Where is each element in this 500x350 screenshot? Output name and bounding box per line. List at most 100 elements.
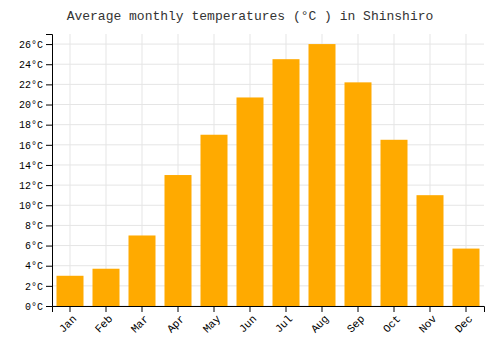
grid-line — [52, 185, 484, 186]
tick-label: Jun — [237, 313, 259, 335]
y-tick: 14°C — [19, 161, 52, 172]
tick-mark — [70, 306, 71, 312]
y-tick: 8°C — [25, 221, 52, 232]
x-axis: JanFebMarAprMayJunJulAugSepOctNovDec — [53, 306, 485, 335]
x-tick: Mar — [129, 306, 151, 335]
x-tick: May — [201, 306, 224, 335]
tick-mark — [358, 306, 359, 312]
tick-label: 18°C — [19, 120, 43, 131]
grid-line — [52, 84, 484, 85]
tick-label: 0°C — [25, 302, 43, 313]
tick-mark — [178, 306, 179, 312]
tick-mark — [322, 306, 323, 312]
tick-mark — [46, 105, 52, 106]
y-tick: 12°C — [19, 181, 52, 192]
tick-label: Jul — [273, 313, 295, 335]
tick-label: 8°C — [25, 221, 43, 232]
x-tick: Dec — [453, 306, 475, 335]
y-axis: 0°C 2°C 4°C 6°C 8°C 10°C 12°C 14°C 16°C 18°C 20°C 2… — [19, 35, 53, 313]
y-tick: 26°C — [19, 40, 52, 51]
grid-line — [52, 44, 484, 45]
tick-label: 2°C — [25, 282, 43, 293]
x-tick: Jul — [273, 306, 295, 335]
tick-label: 6°C — [25, 241, 43, 252]
tick-label: 12°C — [19, 181, 43, 192]
x-tick: Aug — [309, 306, 331, 335]
tick-mark — [46, 246, 52, 247]
tick-mark — [46, 84, 52, 85]
grid-line — [52, 164, 484, 165]
tick-mark — [394, 306, 395, 312]
bar — [165, 175, 192, 306]
plot: JanFebMarAprMayJunJulAugSepOctNovDec0°C2… — [19, 34, 485, 335]
x-tick: Sep — [345, 306, 367, 335]
tick-mark — [142, 306, 143, 312]
tick-label: Jan — [57, 313, 79, 335]
tick-label: May — [201, 313, 224, 336]
bar — [273, 59, 300, 306]
tick-mark — [46, 185, 52, 186]
tick-mark — [46, 286, 52, 287]
tick-mark — [286, 306, 287, 312]
tick-label: 26°C — [19, 40, 43, 51]
tick-mark — [106, 306, 107, 312]
axis-line — [53, 307, 485, 313]
tick-mark — [46, 266, 52, 267]
bar — [201, 135, 228, 306]
tick-label: 20°C — [19, 100, 43, 111]
tick-label: Apr — [165, 313, 187, 335]
y-tick: 10°C — [19, 201, 52, 212]
bar — [57, 276, 84, 306]
grid-line — [52, 124, 484, 125]
tick-mark — [46, 165, 52, 166]
grid-line — [106, 34, 107, 306]
y-tick: 0°C — [25, 302, 52, 313]
tick-label: Feb — [93, 313, 115, 335]
y-tick: 2°C — [25, 282, 52, 293]
bar — [237, 97, 264, 306]
tick-label: Nov — [417, 313, 440, 336]
tick-mark — [46, 145, 52, 146]
grid-line — [52, 144, 484, 145]
grid-line — [52, 104, 484, 105]
grid — [52, 34, 484, 306]
x-tick: Jan — [57, 306, 79, 335]
bars — [57, 44, 480, 306]
tick-label: Mar — [129, 313, 151, 335]
tick-label: 14°C — [19, 161, 43, 172]
tick-label: 24°C — [19, 60, 43, 71]
chart: JanFebMarAprMayJunJulAugSepOctNovDec0°C2… — [0, 0, 500, 350]
title: Average monthly temperatures (°C ) in Sh… — [67, 9, 434, 24]
bar — [93, 269, 120, 306]
tick-label: 4°C — [25, 261, 43, 272]
x-tick: Feb — [93, 306, 115, 335]
bar — [381, 140, 408, 306]
x-tick: Jun — [237, 306, 259, 335]
bar — [129, 235, 156, 306]
tick-mark — [46, 225, 52, 226]
x-tick: Apr — [165, 306, 187, 335]
bar — [345, 82, 372, 306]
y-tick: 4°C — [25, 261, 52, 272]
axis-line — [46, 35, 53, 307]
y-tick: 22°C — [19, 80, 52, 91]
tick-mark — [466, 306, 467, 312]
tick-mark — [46, 44, 52, 45]
tick-mark — [46, 205, 52, 206]
tick-label: 22°C — [19, 80, 43, 91]
tick-mark — [46, 64, 52, 65]
y-tick: 20°C — [19, 100, 52, 111]
y-tick: 18°C — [19, 120, 52, 131]
tick-label: 16°C — [19, 141, 43, 152]
y-tick: 24°C — [19, 60, 52, 71]
tick-mark — [46, 306, 52, 307]
grid-line — [70, 34, 71, 306]
grid-line — [52, 64, 484, 65]
bar — [453, 249, 480, 306]
tick-mark — [250, 306, 251, 312]
bar — [417, 195, 444, 306]
tick-label: Sep — [345, 313, 367, 335]
x-tick: Nov — [417, 306, 440, 335]
bar — [309, 44, 336, 306]
y-tick: 6°C — [25, 241, 52, 252]
